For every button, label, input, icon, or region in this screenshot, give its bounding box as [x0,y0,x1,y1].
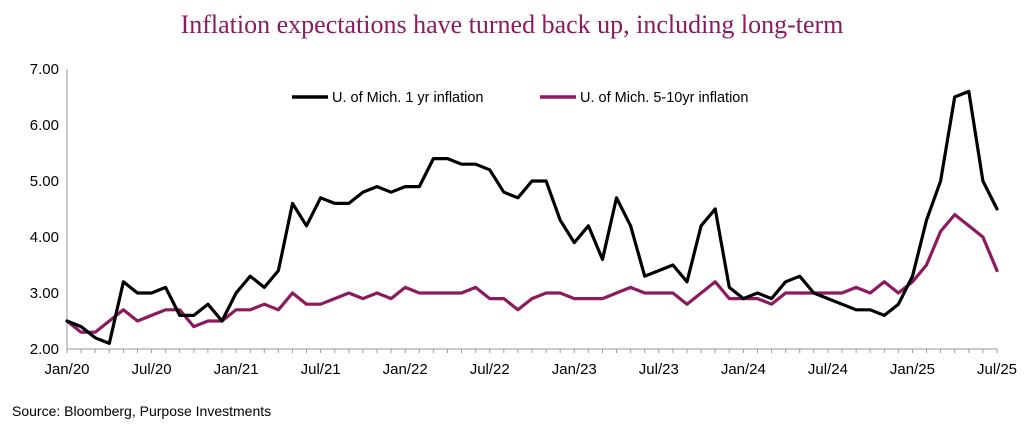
x-tick-label: Jul/23 [639,361,679,378]
x-tick-label: Jul/22 [470,361,510,378]
y-tick-label: 2.00 [30,341,59,358]
y-tick-label: 4.00 [30,229,59,246]
x-tick-label: Jan/20 [44,361,89,378]
x-axis-ticks: Jan/20 Jul/20 Jan/21 Jul/21 Jan/22 Jul/22 Jan/… [44,349,1017,378]
y-tick-label: 5.00 [30,173,59,190]
y-tick-label: 6.00 [30,117,59,134]
x-tick-label: Jul/25 [977,361,1017,378]
chart-title: Inflation expectations have turned back … [180,10,844,39]
source-note: Source: Bloomberg, Purpose Investments [12,403,272,419]
y-tick-label: 7.00 [30,61,59,78]
x-tick-label: Jul/24 [808,361,848,378]
x-tick-label: Jan/21 [214,361,259,378]
y-axis-ticks: 2.00 3.00 4.00 5.00 6.00 7.00 [30,61,59,358]
series-line-1 [65,213,999,334]
x-tick-label: Jan/22 [383,361,428,378]
x-tick-label: Jul/21 [301,361,341,378]
y-tick-label: 3.00 [30,285,59,302]
legend-label-1: U. of Mich. 5-10yr inflation [580,90,748,106]
series-line-0 [65,89,999,345]
legend-label-0: U. of Mich. 1 yr inflation [332,90,484,106]
x-tick-label: Jul/20 [132,361,172,378]
legend: U. of Mich. 1 yr inflation U. of Mich. 5-… [292,90,748,106]
series-lines [65,89,999,345]
x-tick-label: Jan/25 [890,361,935,378]
x-tick-label: Jan/24 [721,361,766,378]
x-tick-label: Jan/23 [552,361,597,378]
